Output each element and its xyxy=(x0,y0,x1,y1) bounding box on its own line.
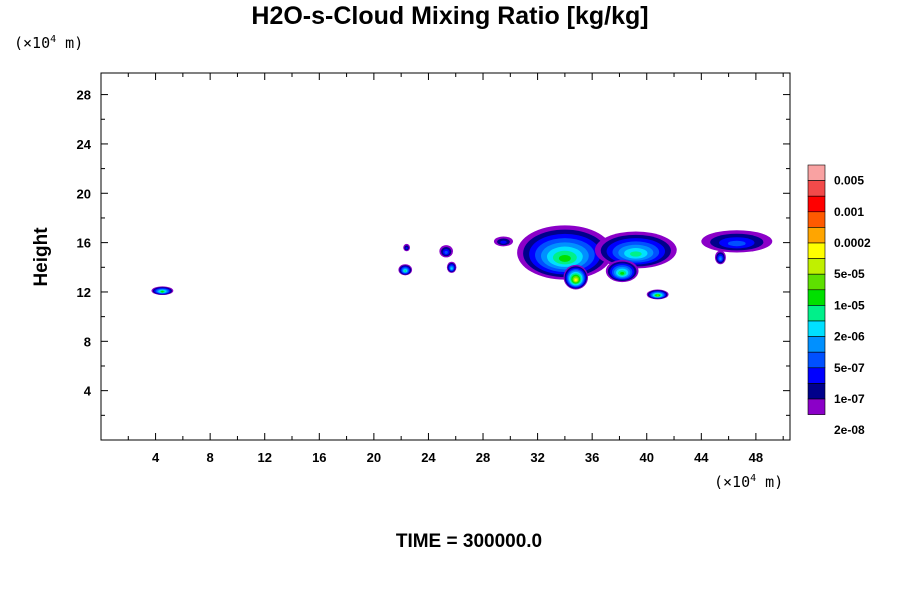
plot-frame xyxy=(100,72,791,441)
colorbar-swatch xyxy=(807,367,826,384)
colorbar-swatch xyxy=(807,398,826,415)
cloud-contour xyxy=(620,272,625,275)
x-tick-label: 12 xyxy=(257,450,271,465)
y-tick-label: 28 xyxy=(77,88,91,103)
cloud-patch xyxy=(605,259,639,283)
cloud-contour xyxy=(719,257,722,261)
cloud-contour xyxy=(404,269,407,272)
cloud-patch xyxy=(151,286,174,296)
colorbar-swatch xyxy=(807,180,826,197)
x-tick-label: 4 xyxy=(152,450,160,465)
colorbar-label: 5e-07 xyxy=(834,361,865,375)
y-tick-label: 8 xyxy=(84,334,91,349)
time-label: TIME = 300000.0 xyxy=(395,531,543,552)
colorbar-label: 1e-05 xyxy=(834,298,865,312)
y-tick-label: 16 xyxy=(77,236,91,251)
cloud-patch xyxy=(714,250,726,265)
colorbar-swatch xyxy=(807,273,826,291)
x-tick-label: 32 xyxy=(530,450,544,465)
cloud-patch xyxy=(517,225,613,280)
cloud-contour xyxy=(629,251,642,257)
x-tick-label: 24 xyxy=(421,450,436,465)
y-tick-label: 4 xyxy=(84,384,92,399)
x-tick-label: 48 xyxy=(749,450,763,465)
cloud-patch xyxy=(439,245,454,258)
cloud-patch xyxy=(646,289,669,300)
colorbar-label: 5e-05 xyxy=(834,267,865,281)
cloud-contour xyxy=(405,246,408,250)
cloud-patch xyxy=(446,261,457,273)
cloud-contour xyxy=(574,278,577,282)
x-tick-label: 8 xyxy=(207,450,214,465)
cloud-patch xyxy=(701,230,773,253)
colorbar-swatch xyxy=(807,336,826,353)
y-axis-unit: (×104 m) xyxy=(14,34,84,52)
x-tick-label: 36 xyxy=(585,450,599,465)
colorbar-swatch xyxy=(807,164,826,181)
cloud-contour xyxy=(161,290,164,293)
colorbar-label: 2e-06 xyxy=(834,330,865,344)
colorbar-swatch xyxy=(807,195,826,213)
x-tick-label: 20 xyxy=(367,450,381,465)
y-tick-label: 12 xyxy=(77,285,91,300)
cloud-contour xyxy=(727,240,746,247)
y-tick-label: 20 xyxy=(77,186,91,201)
colorbar-label: 2e-08 xyxy=(834,423,865,437)
colorbar-swatch xyxy=(807,305,826,322)
chart-title: H2O-s-Cloud Mixing Ratio [kg/kg] xyxy=(251,2,649,30)
cloud-field xyxy=(151,225,773,300)
x-tick-label: 44 xyxy=(694,450,709,465)
cloud-patch xyxy=(563,264,589,290)
cloud-contour xyxy=(450,267,453,270)
cloud-patch xyxy=(594,231,677,269)
colorbar: 0.005 0.001 0.0002 5e-05 1e-05 2e-06 5e-07 1e-0… xyxy=(807,164,871,437)
x-tick-label: 28 xyxy=(476,450,490,465)
cloud-patch xyxy=(398,264,413,276)
colorbar-swatch xyxy=(807,242,826,259)
colorbar-swatch xyxy=(807,211,826,228)
cloud-contour xyxy=(444,250,448,254)
cloud-patch xyxy=(403,243,411,252)
colorbar-swatch xyxy=(807,351,826,369)
cloud-contour xyxy=(656,294,659,297)
cloud-patch xyxy=(493,236,514,247)
colorbar-swatch xyxy=(807,227,826,244)
colorbar-swatch xyxy=(807,258,826,275)
cloud-contour xyxy=(500,240,507,244)
colorbar-label: 0.001 xyxy=(834,205,864,219)
colorbar-swatch xyxy=(807,289,826,306)
x-axis-unit: (×104 m) xyxy=(714,473,784,491)
colorbar-swatch xyxy=(807,320,826,337)
x-tick-label: 16 xyxy=(312,450,326,465)
y-tick-label: 24 xyxy=(77,137,92,152)
colorbar-swatch xyxy=(807,383,826,400)
colorbar-label: 1e-07 xyxy=(834,392,865,406)
colorbar-label: 0.0002 xyxy=(834,236,871,250)
colorbar-label: 0.005 xyxy=(834,174,864,188)
x-tick-label: 40 xyxy=(640,450,654,465)
cloud-contour xyxy=(558,255,571,262)
